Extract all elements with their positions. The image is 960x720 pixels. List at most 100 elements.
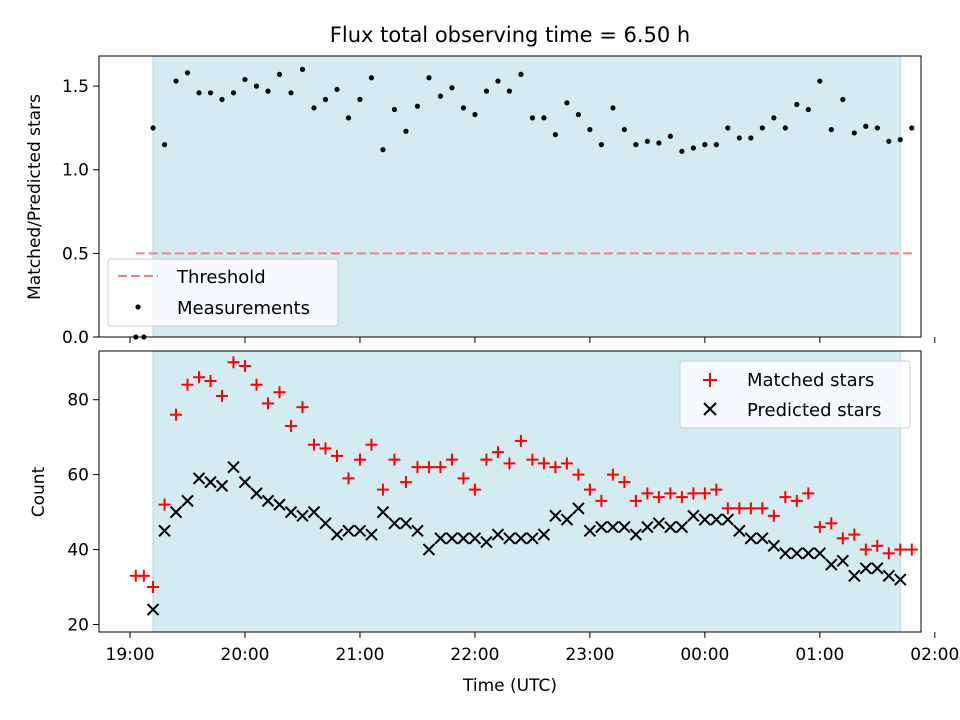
predicted-stars-point	[664, 520, 677, 534]
measurement-point	[449, 85, 455, 91]
matched-stars-point	[836, 532, 849, 545]
matched-stars-point	[434, 461, 447, 474]
matched-stars-point	[296, 401, 309, 414]
matched-stars-point	[250, 378, 263, 391]
predicted-stars-point	[802, 547, 815, 560]
matched-stars-point	[744, 502, 757, 515]
predicted-stars-point	[894, 573, 907, 586]
predicted-stars-point	[698, 513, 712, 526]
y-tick-label: 1.0	[62, 161, 89, 181]
matched-stars-point	[595, 494, 608, 507]
measurement-point	[345, 115, 352, 121]
predicted-stars-point	[560, 513, 574, 526]
chart-title: Flux total observing time = 6.50 h	[330, 23, 690, 47]
measurement-point	[598, 142, 604, 148]
predicted-stars-point	[848, 569, 861, 583]
matched-stars-point	[894, 543, 907, 556]
measurement-point	[805, 106, 811, 113]
ratio-legend-box	[107, 258, 339, 327]
predicted-stars-point	[756, 532, 769, 545]
measurement-point	[713, 142, 719, 148]
measurement-point	[794, 101, 800, 108]
predicted-stars-point	[790, 547, 804, 560]
measurement-point	[414, 103, 421, 109]
predicted-stars-point	[181, 494, 194, 508]
matched-stars-point	[526, 453, 539, 466]
predicted-stars-point	[537, 528, 551, 541]
predicted-stars-point	[330, 528, 344, 541]
ratio-y-axis-label: Matched/Predicted stars	[25, 94, 45, 300]
measurement-point	[541, 115, 547, 121]
predicted-stars-point	[238, 475, 252, 489]
x-tick-label: 02:00	[910, 645, 959, 665]
matched-stars-point	[514, 434, 527, 447]
matched-stars-point	[664, 487, 677, 500]
predicted-stars-point	[813, 547, 827, 560]
matched-stars-point	[491, 446, 504, 459]
measurement-point	[564, 100, 570, 106]
matched-stars-point	[216, 389, 229, 402]
measurement-point	[575, 111, 582, 118]
matched-stars-point	[767, 509, 780, 522]
predicted-stars-point	[468, 532, 482, 545]
measurement-point	[460, 105, 467, 111]
predicted-stars-point	[353, 524, 367, 538]
count-plot-frame	[98, 350, 922, 633]
predicted-stars-point	[583, 524, 597, 538]
predicted-stars-point	[365, 528, 378, 541]
predicted-stars-point	[422, 543, 436, 556]
matched-stars-point	[641, 487, 654, 500]
measurement-point	[782, 125, 788, 131]
measurement-point	[196, 90, 202, 96]
measurement-point	[667, 133, 673, 139]
legend-matched-label: Matched stars	[747, 370, 874, 391]
measurement-point	[426, 75, 432, 81]
count-panel: Count Time (UTC) 20 40 60 80 19:00 20:00 21:0…	[29, 350, 959, 696]
measurement-point	[311, 105, 317, 111]
measurement-point	[725, 125, 731, 131]
measurement-point	[253, 83, 260, 89]
predicted-stars-point	[227, 460, 240, 474]
measurement-points	[133, 66, 915, 340]
predicted-stars-point	[411, 524, 424, 538]
count-points	[129, 356, 918, 616]
measurement-point	[748, 135, 754, 141]
count-legend: Matched stars Predicted stars	[679, 360, 911, 429]
matched-stars-point	[618, 476, 631, 489]
x-tick-label: 19:00	[106, 645, 155, 665]
predicted-stars-point	[284, 505, 298, 519]
measurement-point	[610, 105, 616, 111]
matched-stars-point	[802, 487, 815, 500]
ratio-x-ticks	[129, 337, 936, 343]
x-tick-label: 00:00	[680, 645, 729, 665]
predicted-stars-point	[836, 554, 850, 568]
legend-predicted-label: Predicted stars	[747, 400, 881, 421]
ratio-panel: Flux total observing time = 6.50 h Match…	[25, 23, 936, 348]
measurement-point	[736, 135, 742, 141]
matched-stars-point	[227, 356, 240, 369]
measurement-point	[184, 70, 191, 76]
ratio-legend: Threshold Measurements	[107, 258, 339, 327]
x-tick-label: 01:00	[795, 645, 844, 665]
y-tick-label: 40	[67, 541, 89, 561]
matched-stars-point	[583, 483, 596, 496]
measurement-point	[851, 130, 857, 136]
predicted-stars-point	[618, 520, 631, 534]
measurement-point	[161, 142, 168, 148]
matched-stars-point	[779, 491, 792, 504]
predicted-stars-point	[250, 487, 263, 500]
matched-stars-point	[342, 472, 355, 485]
matched-stars-point	[147, 581, 160, 594]
predicted-stars-point	[652, 517, 666, 530]
count-y-ticks: 20 40 60 80	[67, 391, 99, 636]
x-tick-label: 20:00	[221, 645, 270, 665]
matched-stars-point	[365, 438, 378, 451]
matched-stars-point	[480, 453, 493, 466]
measurement-point	[288, 90, 294, 96]
measurement-point	[265, 88, 271, 94]
measurement-point	[506, 88, 513, 94]
y-tick-label: 80	[67, 391, 89, 411]
matched-stars-point	[629, 494, 642, 507]
matched-stars-point	[549, 461, 562, 474]
